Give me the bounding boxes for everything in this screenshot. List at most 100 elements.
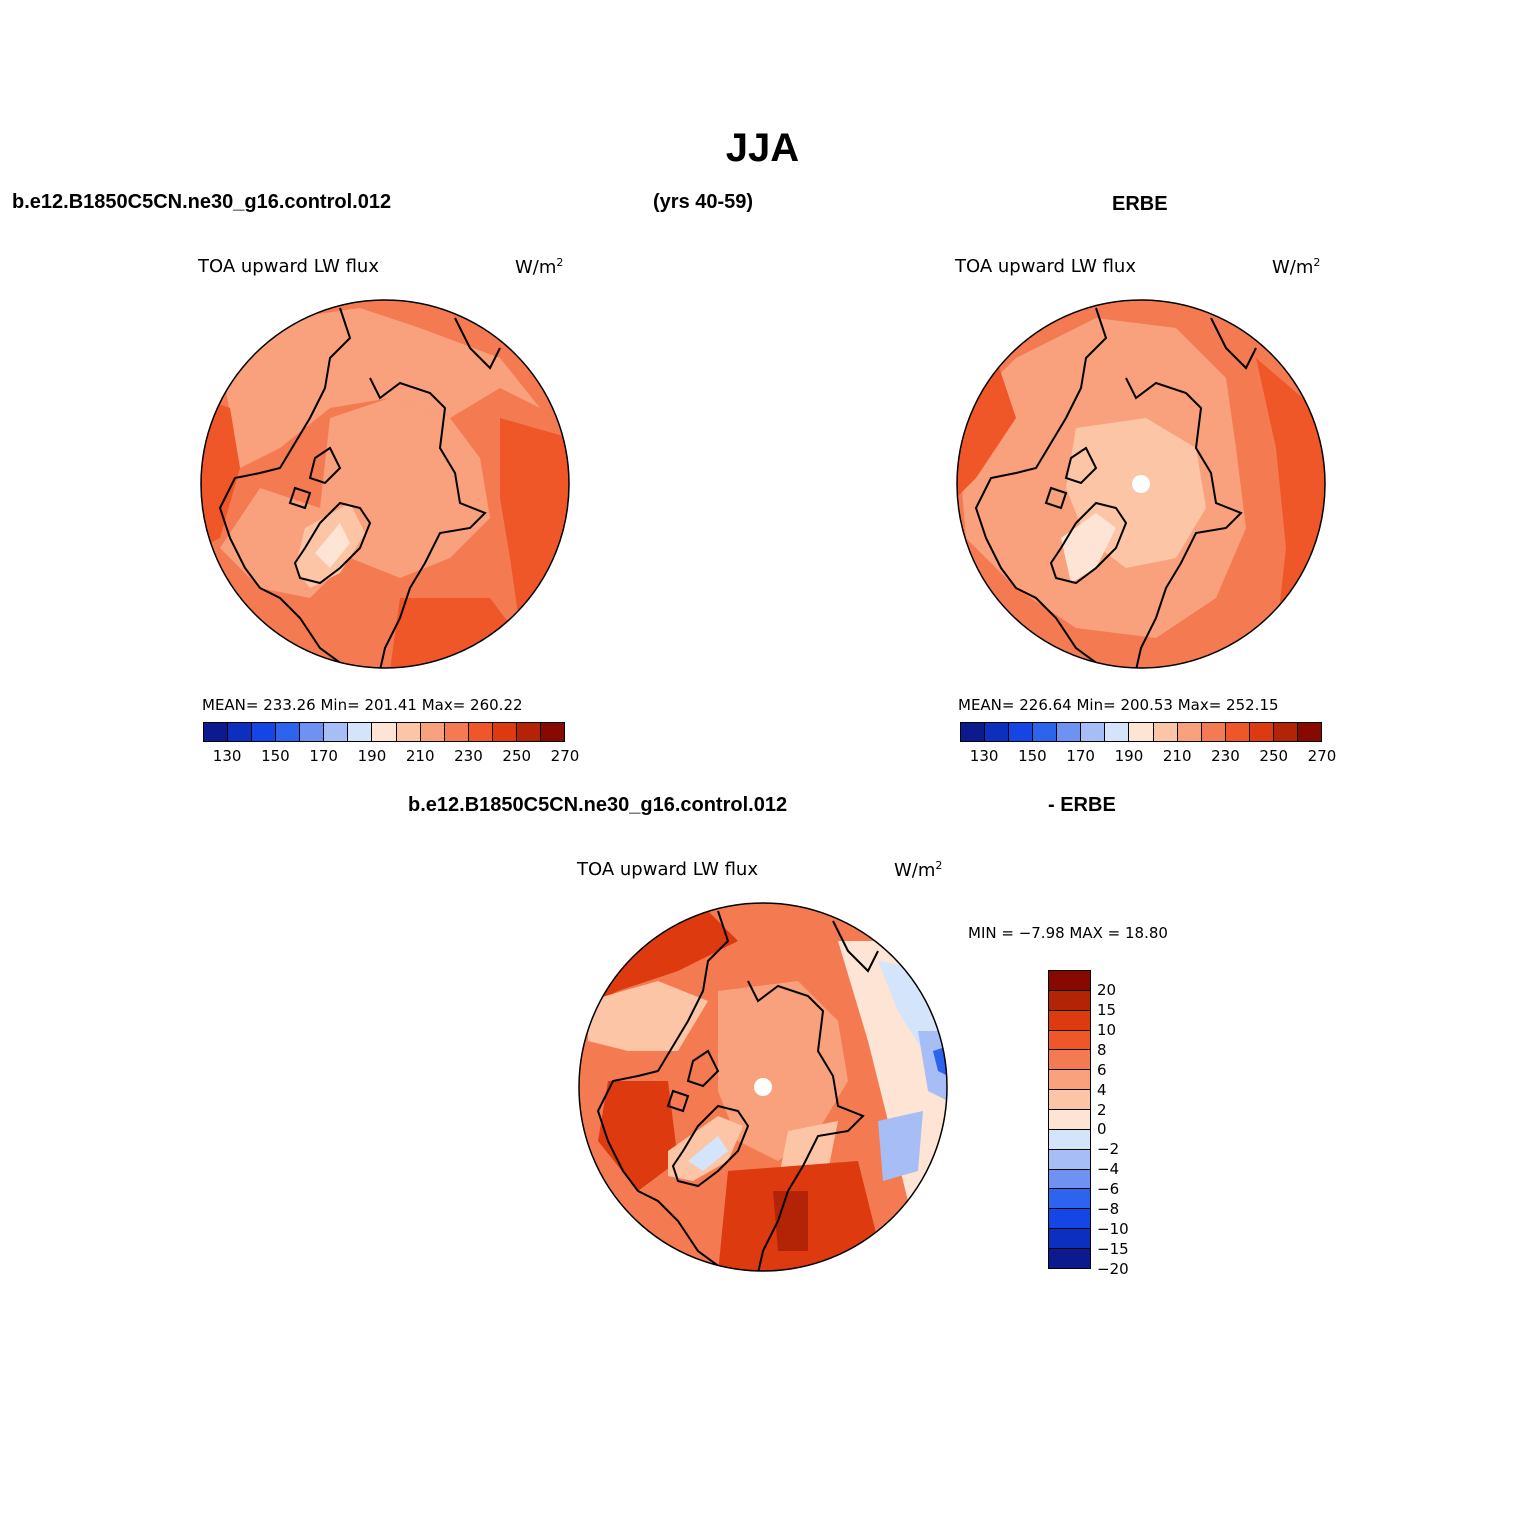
colorbar-swatch xyxy=(1049,990,1090,1011)
colorbar-tick-label: 15 xyxy=(1097,1000,1117,1019)
colorbar-swatch xyxy=(1297,723,1321,741)
panel1-colorbar xyxy=(203,722,565,742)
colorbar-swatch xyxy=(324,723,349,741)
colorbar-tick-label: 150 xyxy=(261,747,290,765)
panel1-units-label: W/m2 xyxy=(515,256,564,278)
colorbar-swatch xyxy=(492,723,517,741)
panel1-colorbar-ticks: 130 150 170 190 210 230 250 270 xyxy=(203,747,580,767)
colorbar-swatch xyxy=(1049,1090,1090,1111)
colorbar-tick-label: 270 xyxy=(550,747,580,765)
panel3-stats-label: MIN = −7.98 MAX = 18.80 xyxy=(968,924,1168,942)
colorbar-tick-label: 170 xyxy=(309,747,338,765)
colorbar-swatch xyxy=(1249,723,1274,741)
colorbar-swatch xyxy=(1009,723,1034,741)
colorbar-swatch xyxy=(961,723,986,741)
colorbar-swatch xyxy=(1057,723,1082,741)
panel3-polar-map xyxy=(578,902,948,1272)
colorbar-swatch xyxy=(396,723,421,741)
colorbar-swatch xyxy=(1273,723,1298,741)
colorbar-swatch xyxy=(1049,1129,1090,1150)
colorbar-swatch xyxy=(1049,1149,1090,1170)
colorbar-tick-label: 10 xyxy=(1097,1020,1117,1039)
colorbar-swatch xyxy=(228,723,253,741)
colorbar-tick-label: 250 xyxy=(502,747,532,765)
colorbar-swatch xyxy=(1081,723,1106,741)
colorbar-swatch xyxy=(444,723,469,741)
case-name-label: b.e12.B1850C5CN.ne30_g16.control.012 xyxy=(12,191,392,213)
panel3-units-label: W/m2 xyxy=(894,859,943,881)
colorbar-tick-label: −6 xyxy=(1097,1180,1120,1199)
colorbar-tick-label: 190 xyxy=(357,747,387,765)
diff-minus-obs-label: - ERBE xyxy=(1048,794,1116,816)
panel2-variable-label: TOA upward LW flux xyxy=(955,256,1136,277)
colorbar-tick-label: 130 xyxy=(969,747,999,765)
colorbar-swatch xyxy=(1049,1189,1090,1210)
colorbar-tick-label: 210 xyxy=(405,747,435,765)
colorbar-swatch xyxy=(1201,723,1226,741)
panel2-colorbar-ticks: 130 150 170 190 210 230 250 270 xyxy=(960,747,1337,767)
colorbar-tick-label: −4 xyxy=(1097,1160,1120,1179)
colorbar-swatch xyxy=(985,723,1010,741)
colorbar-swatch xyxy=(1105,723,1130,741)
colorbar-tick-label: 170 xyxy=(1066,747,1095,765)
colorbar-tick-label: 190 xyxy=(1114,747,1144,765)
colorbar-swatch xyxy=(1177,723,1202,741)
colorbar-tick-label: −10 xyxy=(1097,1220,1129,1239)
panel1-polar-map xyxy=(200,299,570,669)
colorbar-swatch xyxy=(1049,1010,1090,1031)
colorbar-swatch xyxy=(1049,1050,1090,1071)
diff-case-name-label: b.e12.B1850C5CN.ne30_g16.control.012 xyxy=(408,794,788,816)
colorbar-swatch xyxy=(348,723,373,741)
colorbar-swatch xyxy=(1129,723,1154,741)
colorbar-tick-label: −8 xyxy=(1097,1200,1120,1219)
colorbar-tick-label: 4 xyxy=(1097,1080,1107,1099)
panel3-colorbar xyxy=(1048,970,1091,1269)
colorbar-swatch xyxy=(540,723,564,741)
colorbar-tick-label: 6 xyxy=(1097,1060,1107,1079)
colorbar-swatch xyxy=(1033,723,1058,741)
colorbar-swatch xyxy=(1225,723,1250,741)
colorbar-swatch xyxy=(1049,1249,1090,1268)
colorbar-swatch xyxy=(1049,1209,1090,1230)
colorbar-swatch xyxy=(1049,1110,1090,1130)
colorbar-tick-label: 230 xyxy=(1211,747,1240,765)
panel1-stats-label: MEAN= 233.26 Min= 201.41 Max= 260.22 xyxy=(202,696,523,714)
colorbar-swatch xyxy=(276,723,301,741)
panel2-colorbar xyxy=(960,722,1322,742)
colorbar-swatch xyxy=(1049,1229,1090,1250)
colorbar-swatch xyxy=(252,723,277,741)
colorbar-tick-label: 150 xyxy=(1018,747,1047,765)
obs-name-label: ERBE xyxy=(1112,193,1168,215)
colorbar-swatch xyxy=(420,723,445,741)
colorbar-swatch xyxy=(300,723,325,741)
colorbar-tick-label: −20 xyxy=(1097,1260,1129,1278)
colorbar-swatch xyxy=(516,723,541,741)
page-title: JJA xyxy=(725,126,800,170)
panel2-stats-label: MEAN= 226.64 Min= 200.53 Max= 252.15 xyxy=(958,696,1279,714)
colorbar-swatch xyxy=(204,723,229,741)
colorbar-swatch xyxy=(372,723,397,741)
colorbar-swatch xyxy=(468,723,493,741)
colorbar-tick-label: 250 xyxy=(1259,747,1289,765)
panel2-polar-map xyxy=(956,299,1326,669)
panel3-colorbar-ticks: 20 15 10 8 6 4 2 0 −2 −4 −6 −8 −10 −15 −20 xyxy=(1097,970,1157,1278)
panel1-variable-label: TOA upward LW flux xyxy=(198,256,379,277)
colorbar-tick-label: 210 xyxy=(1162,747,1192,765)
colorbar-swatch xyxy=(1049,1030,1090,1051)
colorbar-swatch xyxy=(1153,723,1178,741)
colorbar-tick-label: 8 xyxy=(1097,1040,1107,1059)
colorbar-swatch xyxy=(1049,971,1090,991)
colorbar-tick-label: 230 xyxy=(454,747,483,765)
colorbar-tick-label: 0 xyxy=(1097,1120,1107,1139)
panel3-variable-label: TOA upward LW flux xyxy=(577,859,758,880)
panel2-units-label: W/m2 xyxy=(1272,256,1321,278)
colorbar-swatch xyxy=(1049,1169,1090,1190)
colorbar-tick-label: 20 xyxy=(1097,980,1117,999)
colorbar-swatch xyxy=(1049,1070,1090,1091)
colorbar-tick-label: 270 xyxy=(1307,747,1337,765)
colorbar-tick-label: 130 xyxy=(212,747,242,765)
years-label: (yrs 40-59) xyxy=(653,191,754,213)
colorbar-tick-label: −15 xyxy=(1097,1240,1129,1259)
colorbar-tick-label: −2 xyxy=(1097,1140,1120,1159)
colorbar-tick-label: 2 xyxy=(1097,1100,1107,1119)
